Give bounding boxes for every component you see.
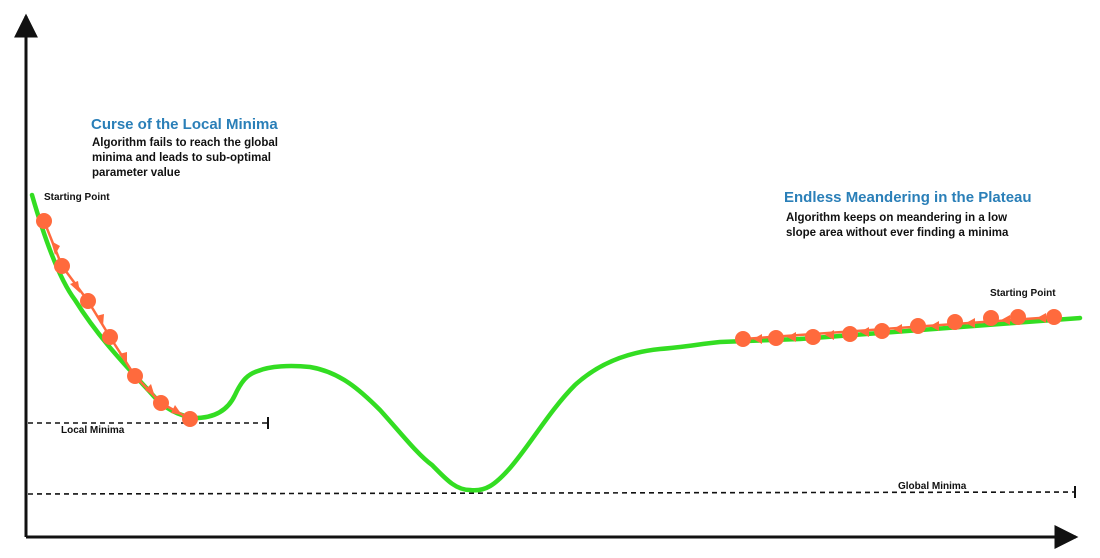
step-arrowhead — [825, 330, 834, 340]
step-arrowhead — [930, 321, 939, 331]
plateau-heading: Endless Meandering in the Plateau — [784, 189, 1032, 206]
step-marker — [947, 314, 963, 330]
step-arrowhead — [1001, 315, 1010, 325]
step-marker — [805, 329, 821, 345]
plateau-description: Algorithm keeps on meandering in a low s… — [786, 212, 1009, 239]
step-arrowhead — [119, 352, 127, 365]
step-arrowhead — [51, 241, 60, 255]
step-arrowhead — [171, 405, 182, 415]
global-minima-dashed-line — [27, 491, 1076, 495]
step-marker — [874, 323, 890, 339]
step-arrowhead — [893, 324, 902, 334]
local-minima-description: Algorithm fails to reach the global mini… — [92, 137, 278, 179]
plateau-meandering-steps — [735, 309, 1062, 347]
step-marker — [768, 330, 784, 346]
step-arrowhead — [966, 318, 975, 328]
step-arrowhead — [787, 332, 796, 342]
step-marker — [182, 411, 198, 427]
step-arrowhead — [145, 384, 155, 397]
global-minima-label: Global Minima — [898, 481, 967, 492]
local-minima-label: Local Minima — [61, 425, 125, 436]
step-arrowhead — [70, 281, 80, 293]
step-arrowhead — [96, 314, 104, 326]
step-marker — [127, 368, 143, 384]
starting-point-label-left: Starting Point — [44, 192, 110, 203]
step-marker — [153, 395, 169, 411]
step-marker — [1010, 309, 1026, 325]
step-arrowhead — [1037, 313, 1046, 323]
step-marker — [80, 293, 96, 309]
step-marker — [1046, 309, 1062, 325]
step-arrowhead — [753, 334, 762, 344]
step-marker — [36, 213, 52, 229]
step-marker — [102, 329, 118, 345]
local-minima-descent-steps — [36, 213, 198, 427]
step-marker — [910, 318, 926, 334]
step-marker — [842, 326, 858, 342]
local-minima-heading: Curse of the Local Minima — [91, 116, 278, 133]
step-marker — [735, 331, 751, 347]
starting-point-label-right: Starting Point — [990, 288, 1056, 299]
step-arrowhead — [860, 327, 869, 337]
step-marker — [54, 258, 70, 274]
step-marker — [983, 310, 999, 326]
